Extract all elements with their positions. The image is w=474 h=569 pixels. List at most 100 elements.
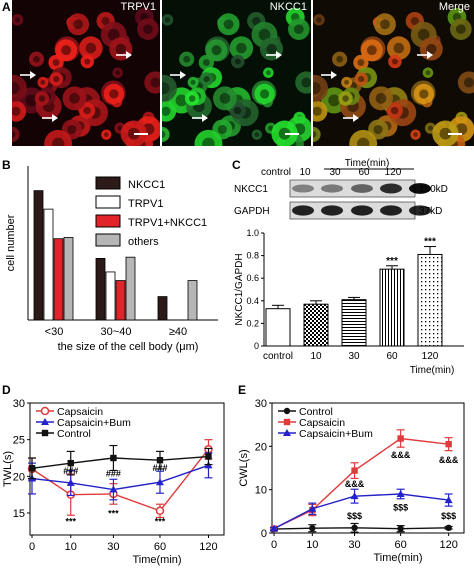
cell-nucleus xyxy=(143,24,153,34)
cell-nucleus xyxy=(33,55,40,63)
micro-title-merge: Merge xyxy=(438,1,470,13)
data-point xyxy=(444,496,453,504)
cell-nucleus xyxy=(107,28,120,41)
cell xyxy=(313,74,329,102)
legend-label: TRPV1+NKCC1 xyxy=(128,217,207,229)
cell-nucleus xyxy=(336,55,344,63)
micro-canvas-trpv1 xyxy=(12,0,160,146)
y-tick-label: 1.0 xyxy=(246,228,259,238)
cell xyxy=(162,74,177,102)
cell xyxy=(254,83,275,105)
y-axis-label: NKCC1/GAPDH xyxy=(234,253,245,325)
cell xyxy=(12,100,27,122)
bar-trpv1-nkcc1 xyxy=(53,238,64,321)
cell xyxy=(251,129,263,140)
cell xyxy=(360,39,383,62)
x-tick-label: 0 xyxy=(271,539,277,551)
cell xyxy=(341,76,353,88)
cell xyxy=(229,36,254,60)
cell-nucleus xyxy=(439,127,452,140)
cell xyxy=(338,91,353,106)
blot-band xyxy=(321,184,343,193)
y-tick-label: 25 xyxy=(13,435,25,447)
data-point xyxy=(28,465,36,472)
cell-nucleus xyxy=(69,92,80,104)
x-tick-label: 120 xyxy=(422,351,439,362)
x-axis-label: Time(min) xyxy=(132,554,181,566)
x-axis-label: Time(min) xyxy=(410,365,455,376)
cell xyxy=(80,54,95,69)
cell-nucleus xyxy=(233,106,242,115)
blot-band xyxy=(380,205,402,216)
cell xyxy=(217,13,240,36)
significance-marker: *** xyxy=(155,517,166,527)
cell xyxy=(422,67,434,79)
data-point xyxy=(309,525,316,532)
cell-nucleus xyxy=(183,55,191,63)
cell-nucleus xyxy=(328,94,340,107)
cell xyxy=(332,51,348,67)
bar xyxy=(265,308,291,347)
cell xyxy=(137,18,159,40)
cell-nucleus xyxy=(455,24,466,34)
micro-title-trpv1: TRPV1 xyxy=(120,1,156,13)
arrow-head xyxy=(180,71,186,79)
significance-marker: *** xyxy=(65,517,76,527)
y-tick-label: 0.4 xyxy=(246,296,259,306)
cell-nucleus xyxy=(234,58,241,65)
cell-nucleus xyxy=(219,92,231,104)
legend-swatch xyxy=(95,176,121,190)
cell-nucleus xyxy=(12,106,21,116)
micro-image-merge: Merge xyxy=(313,0,474,146)
x-tick-label: 30 xyxy=(107,541,119,553)
bar-trpv1 xyxy=(105,271,116,321)
blot-band xyxy=(292,184,314,193)
significance-marker: ### xyxy=(106,468,121,478)
data-point xyxy=(67,459,74,467)
panel-d-label: D xyxy=(2,383,11,397)
blot-column-label: 10 xyxy=(299,167,311,178)
cell xyxy=(212,86,237,111)
cell xyxy=(34,91,50,106)
data-point xyxy=(155,478,164,486)
x-axis-label: the size of the cell body (μm) xyxy=(58,341,199,353)
cell xyxy=(295,71,311,94)
cell xyxy=(187,76,199,88)
cell-nucleus xyxy=(390,106,399,115)
legend-label: TRPV1 xyxy=(128,198,163,210)
panel-c-label: C xyxy=(232,158,241,172)
cell xyxy=(37,76,49,88)
x-tick-label: control xyxy=(263,351,293,362)
cell-nucleus xyxy=(223,19,234,30)
cell-nucleus xyxy=(117,125,123,131)
cell-nucleus xyxy=(53,76,60,83)
cell xyxy=(313,100,328,122)
panel-a-label: A xyxy=(2,0,11,14)
cell-nucleus xyxy=(268,125,274,131)
data-point xyxy=(283,429,291,436)
data-point xyxy=(445,524,452,531)
cell-nucleus xyxy=(188,95,196,102)
arrow-head xyxy=(353,114,359,122)
panel-b-label: B xyxy=(2,158,11,172)
cell xyxy=(231,54,245,69)
legend-label: Capsaicin xyxy=(299,417,345,429)
arrow-head xyxy=(30,71,36,79)
data-point xyxy=(40,406,50,416)
legend-label: Capsaicin+Bum xyxy=(299,428,373,440)
blot-band xyxy=(380,183,402,194)
data-point xyxy=(308,504,317,512)
blot-column-label: 30 xyxy=(329,167,341,178)
cell-nucleus xyxy=(313,106,322,116)
cell-nucleus xyxy=(278,127,291,140)
cell-nucleus xyxy=(162,131,166,138)
cell xyxy=(263,67,274,79)
micro-image-trpv1: TRPV1 xyxy=(12,0,160,146)
arrow-head xyxy=(276,51,282,59)
cell xyxy=(12,14,24,26)
x-tick-label: 60 xyxy=(395,539,407,551)
cell-nucleus xyxy=(413,132,418,137)
cell-nucleus xyxy=(101,16,110,26)
cell xyxy=(162,100,177,122)
